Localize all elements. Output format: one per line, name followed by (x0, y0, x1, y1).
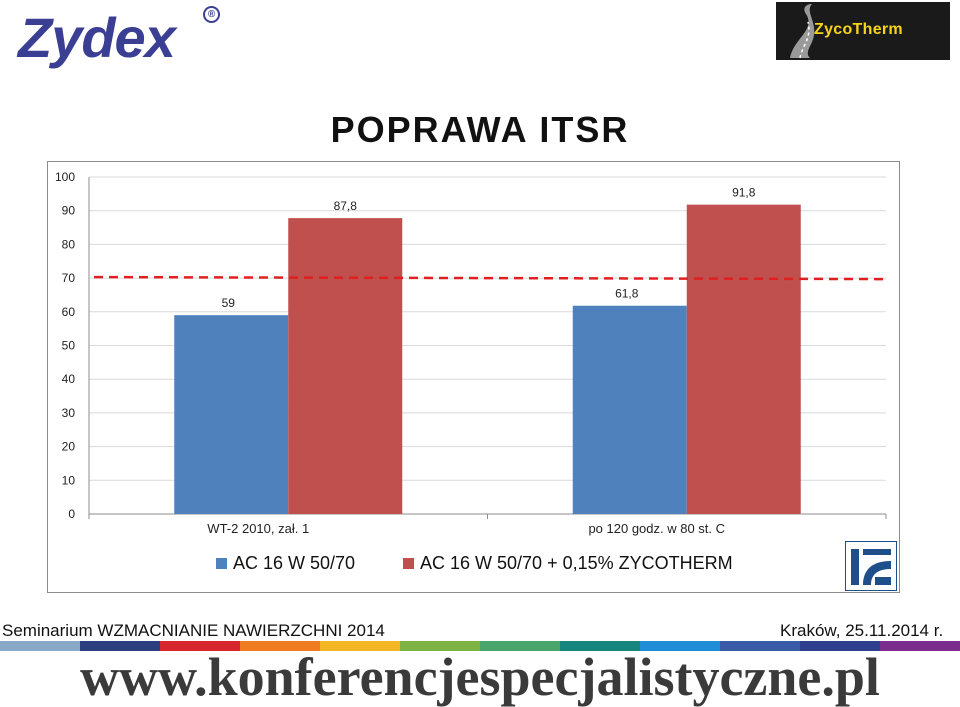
y-tick-label: 10 (62, 473, 76, 487)
y-tick-label: 60 (62, 305, 76, 319)
stripe-segment (800, 641, 880, 651)
category-label: po 120 godz. w 80 st. C (588, 521, 725, 536)
stripe-segment (480, 641, 560, 651)
color-stripe (0, 641, 960, 651)
stripe-segment (0, 641, 80, 651)
legend-label: AC 16 W 50/70 + 0,15% ZYCOTHERM (420, 553, 733, 573)
seminar-caption: Seminarium WZMACNIANIE NAWIERZCHNI 2014 (2, 621, 385, 640)
itsr-bar-chart: 0 10 20 30 40 50 60 70 80 90 100 59 87,8 WT-2 2010, z… (55, 170, 889, 573)
bar (686, 204, 801, 514)
stripe-segment (400, 641, 480, 651)
legend-label: AC 16 W 50/70 (233, 553, 355, 573)
bar (572, 305, 687, 514)
ic-logo-icon (844, 540, 898, 592)
legend-swatch (403, 558, 414, 569)
stripe-segment (640, 641, 720, 651)
data-label: 91,8 (732, 186, 756, 200)
y-tick-label: 20 (62, 440, 76, 454)
y-tick-label: 30 (62, 406, 76, 420)
data-label: 87,8 (334, 199, 358, 213)
stripe-segment (240, 641, 320, 651)
zycotherm-wordmark: ZycoTherm (814, 21, 903, 38)
zydex-logo: Zydex (18, 6, 176, 69)
date-caption: Kraków, 25.11.2014 r. (780, 621, 944, 640)
website-url[interactable]: www.konferencjespecjalistyczne.pl (80, 647, 880, 707)
reference-line (93, 275, 889, 281)
stripe-segment (880, 641, 960, 651)
y-tick-label: 90 (62, 204, 76, 218)
registered-mark: ® (203, 6, 220, 23)
bar (288, 218, 403, 514)
y-tick-label: 80 (62, 237, 76, 251)
stripe-segment (80, 641, 160, 651)
stripe-segment (560, 641, 640, 651)
road-swirl-icon (790, 4, 815, 59)
stripe-segment (720, 641, 800, 651)
stripe-segment (320, 641, 400, 651)
y-tick-label: 0 (68, 507, 75, 521)
slide-title: POPRAWA ITSR (330, 109, 630, 150)
conference-logo (844, 540, 898, 592)
bar (174, 315, 289, 514)
legend-swatch (216, 558, 227, 569)
y-tick-label: 40 (62, 372, 76, 386)
zycotherm-logo: ZycoTherm (776, 2, 950, 60)
y-tick-label: 50 (62, 339, 76, 353)
category-label: WT-2 2010, zał. 1 (207, 521, 309, 536)
y-tick-label: 70 (62, 271, 76, 285)
y-tick-label: 100 (55, 170, 75, 184)
stripe-segment (160, 641, 240, 651)
data-label: 59 (222, 296, 236, 310)
chart-frame: 0 10 20 30 40 50 60 70 80 90 100 59 87,8 WT-2 2010, z… (47, 161, 900, 593)
data-label: 61,8 (615, 287, 639, 301)
